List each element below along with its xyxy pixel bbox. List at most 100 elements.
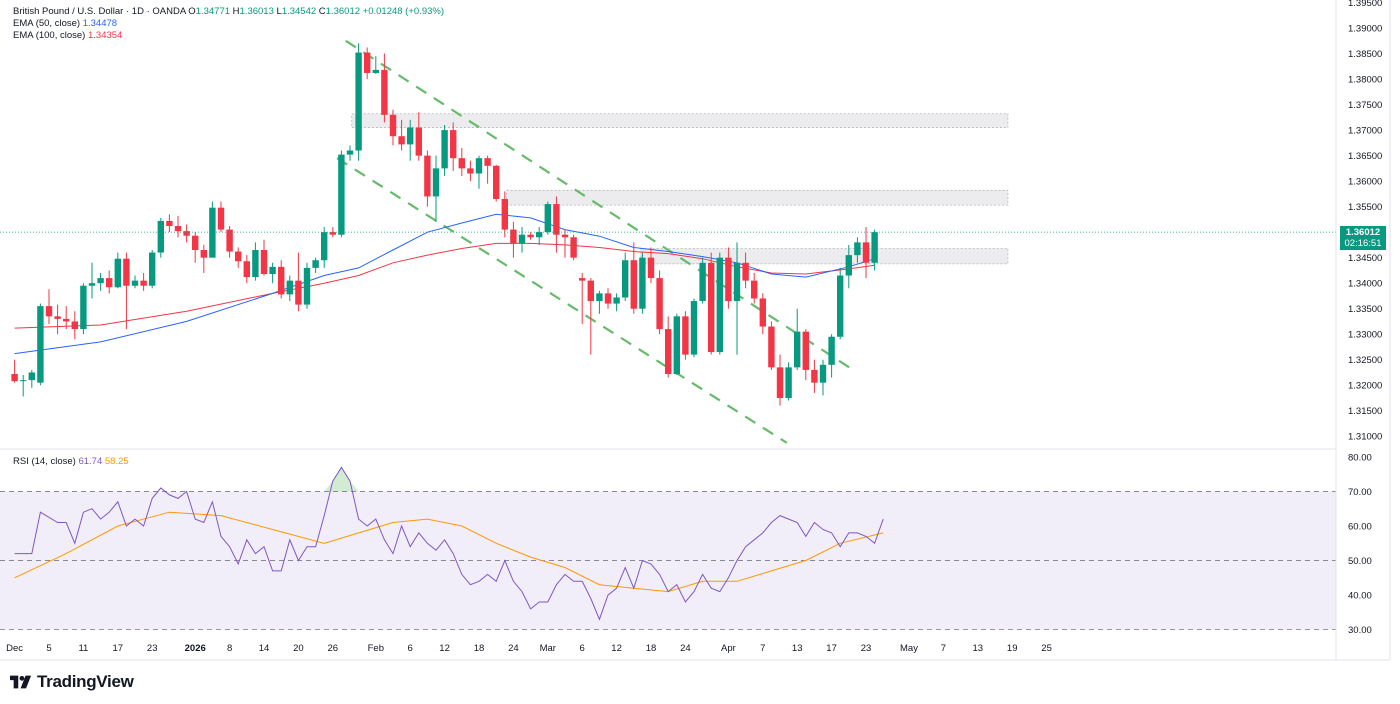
candle-body — [37, 306, 44, 383]
candle-body — [45, 306, 53, 317]
candle-body — [97, 278, 104, 284]
candle-body — [682, 316, 689, 355]
candle-body — [183, 231, 190, 236]
candle-body — [536, 232, 543, 238]
candle-body — [260, 250, 268, 274]
price-tick-label: 1.36500 — [1348, 151, 1382, 162]
candle-body — [312, 260, 319, 268]
candle-body — [828, 336, 835, 365]
time-tick-label: 8 — [227, 643, 232, 654]
candle-body — [321, 232, 328, 261]
candle-body — [862, 242, 870, 263]
candle-body — [579, 278, 586, 281]
time-tick-label: 23 — [147, 643, 158, 654]
candle-body — [149, 252, 156, 286]
candle-body — [785, 367, 792, 398]
current-price-value: 1.36012 — [1345, 227, 1381, 239]
candle-body — [639, 257, 646, 309]
candle-body — [200, 250, 207, 258]
candle-body — [174, 226, 182, 232]
open-value: 1.34771 — [195, 6, 231, 17]
price-tick-label: 1.39500 — [1348, 0, 1382, 9]
price-tick-label: 1.36000 — [1348, 177, 1382, 188]
candle-body — [501, 198, 508, 230]
candle-body — [355, 52, 362, 151]
price-tick-label: 1.32000 — [1348, 381, 1382, 392]
support-resistance-zone — [351, 113, 1009, 128]
time-tick-label: 6 — [580, 643, 585, 654]
time-tick-label: 14 — [259, 643, 270, 654]
candle-body — [673, 316, 680, 374]
candle-body — [751, 280, 758, 299]
candle-body — [467, 168, 474, 174]
candle-body — [424, 155, 431, 197]
candle-body — [527, 234, 534, 238]
candle-body — [630, 260, 637, 309]
time-tick-label: Mar — [540, 643, 556, 654]
candle-body — [131, 280, 139, 286]
price-tick-label: 1.34500 — [1348, 253, 1382, 264]
rsi-tick-label: 70.00 — [1348, 487, 1372, 498]
candle-body — [432, 168, 440, 197]
price-tick-label: 1.31500 — [1348, 406, 1382, 417]
rsi-value: 61.74 — [78, 456, 103, 467]
candle-body — [716, 257, 723, 353]
time-tick-label: Feb — [368, 643, 384, 654]
time-tick-label: 23 — [861, 643, 872, 654]
price-tick-label: 1.33000 — [1348, 330, 1382, 341]
candle-body — [837, 275, 844, 337]
candle-body — [768, 326, 775, 368]
rsi-pane — [0, 466, 1336, 631]
candle-body — [372, 69, 379, 73]
price-tick-label: 1.37500 — [1348, 100, 1382, 111]
candle-body — [854, 242, 861, 256]
candle-body — [493, 165, 500, 199]
time-tick-label: 12 — [611, 643, 622, 654]
candle-body — [484, 158, 491, 166]
candle-body — [88, 283, 96, 286]
rsi-tick-label: 30.00 — [1348, 625, 1372, 636]
current-price-tag: 1.36012 02:16:51 — [1340, 226, 1386, 251]
ohlc-legend: British Pound / U.S. Dollar · 1D · OANDA… — [13, 6, 444, 17]
time-tick-label: Apr — [721, 643, 736, 654]
rsi-label: RSI (14, close) — [13, 456, 76, 467]
candle-body — [622, 260, 629, 298]
tradingview-logo[interactable]: TradingView — [10, 672, 134, 692]
candle-body — [510, 229, 517, 244]
candle-body — [570, 237, 577, 258]
price-tick-label: 1.32500 — [1348, 355, 1382, 366]
candle-body — [295, 280, 302, 305]
time-tick-label: May — [900, 643, 918, 654]
ema50-legend: EMA (50, close) 1.34478 — [13, 18, 117, 30]
candle-body — [63, 318, 70, 322]
candle-body — [458, 158, 465, 169]
channel-trendline — [345, 39, 854, 371]
candle-body — [235, 251, 242, 262]
rsi-ma-value: 58.25 — [104, 456, 129, 467]
high-value: 1.36013 — [239, 6, 274, 17]
rsi-line — [14, 466, 884, 621]
candle-body — [871, 232, 878, 263]
candle-body — [398, 136, 405, 145]
candle-body — [518, 234, 526, 244]
candle-body — [802, 331, 809, 370]
candle-body — [441, 130, 448, 169]
candle-body — [346, 150, 354, 155]
time-tick-label: 18 — [474, 643, 485, 654]
candle-body — [819, 364, 827, 383]
candle-body — [742, 262, 749, 281]
candle-body — [54, 316, 61, 319]
candle-body — [269, 266, 276, 274]
instrument-label: British Pound / U.S. Dollar · 1D · OANDA — [13, 6, 186, 17]
price-pane — [0, 39, 1336, 444]
change-value: +0.01248 (+0.93%) — [362, 6, 444, 17]
price-tick-label: 1.33500 — [1348, 304, 1382, 315]
price-tick-label: 1.38000 — [1348, 75, 1382, 86]
candle-body — [725, 257, 732, 302]
candle-body — [303, 267, 311, 305]
candle-body — [561, 234, 569, 238]
candle-body — [389, 114, 397, 137]
tradingview-logo-icon — [10, 675, 32, 689]
candle-body — [20, 380, 27, 382]
